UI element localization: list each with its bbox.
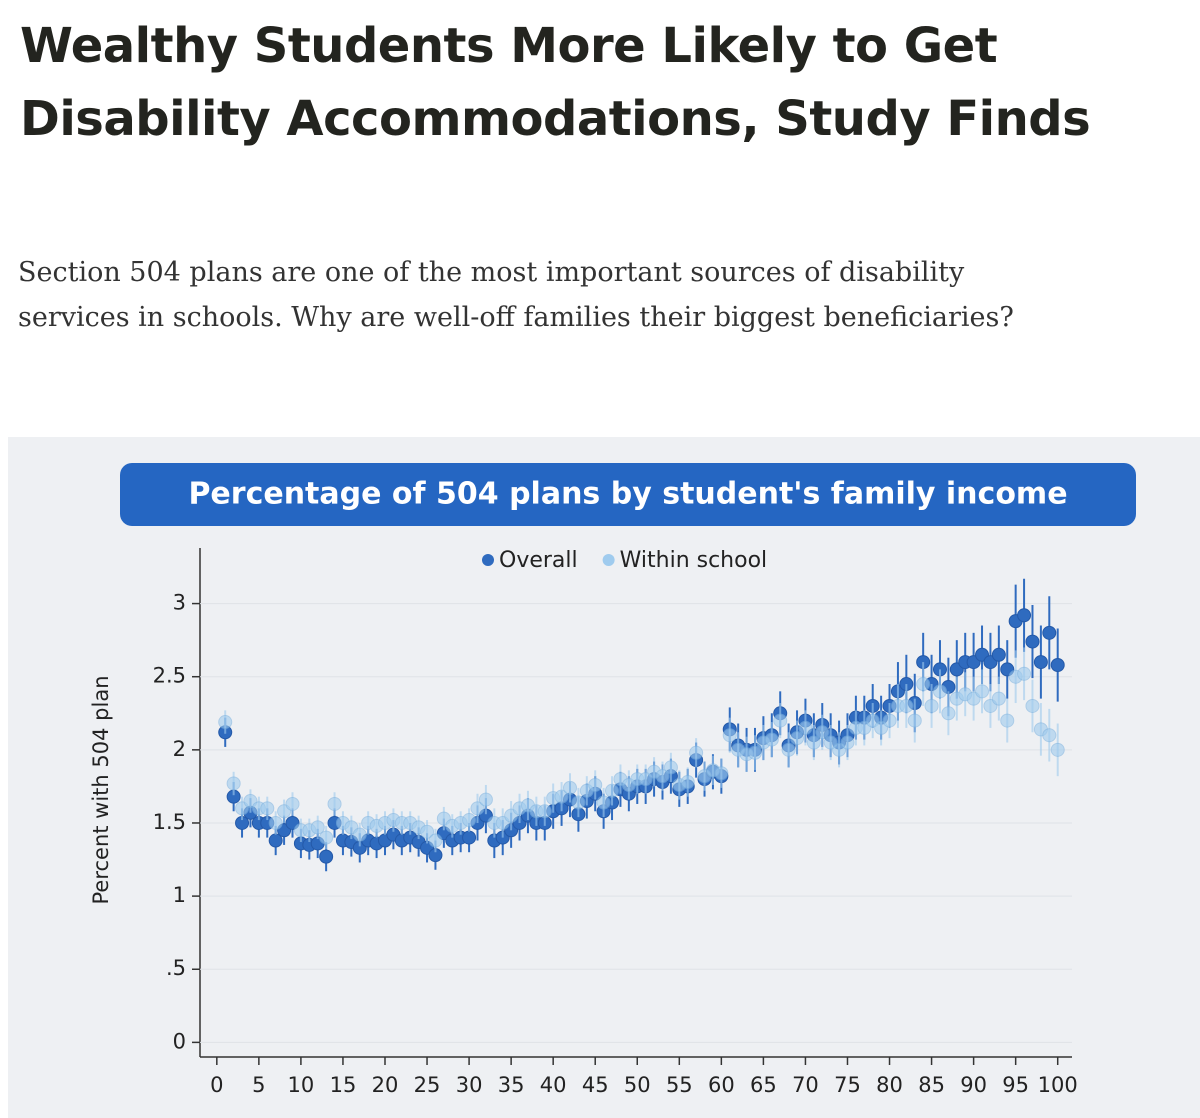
x-tick-label: 30: [456, 1073, 483, 1097]
point: [773, 713, 788, 728]
x-tick-label: 25: [414, 1073, 441, 1097]
x-tick-label: 10: [288, 1073, 315, 1097]
point: [462, 813, 477, 828]
chart-banner: [120, 463, 1136, 526]
x-tick-label: 80: [876, 1073, 903, 1097]
chart-panel: [8, 437, 1200, 1118]
y-tick-label: 1: [173, 883, 186, 907]
x-tick-label: 75: [834, 1073, 861, 1097]
y-tick-label: 2.5: [153, 664, 186, 688]
point: [916, 677, 931, 692]
point: [1025, 698, 1040, 713]
point: [798, 720, 813, 735]
point: [420, 824, 435, 839]
x-tick-label: 55: [666, 1073, 693, 1097]
x-tick-label: 0: [210, 1073, 223, 1097]
point: [268, 815, 283, 830]
point: [1033, 655, 1048, 670]
article-title: Wealthy Students More Likely to Get Disa…: [20, 18, 1091, 147]
point: [991, 691, 1006, 706]
point: [470, 801, 485, 816]
legend-label: Within school: [620, 548, 768, 573]
x-tick-label: 5: [252, 1073, 265, 1097]
y-tick-label: 0: [173, 1029, 186, 1053]
point: [790, 731, 805, 746]
point: [781, 742, 796, 757]
x-tick-label: 40: [540, 1073, 567, 1097]
point: [655, 769, 670, 784]
x-tick-label: 85: [918, 1073, 945, 1097]
chart: Percentage of 504 plans by student's fam…: [8, 437, 1200, 1118]
point: [1042, 728, 1057, 743]
point: [319, 830, 334, 845]
x-tick-label: 65: [750, 1073, 777, 1097]
x-tick-label: 20: [372, 1073, 399, 1097]
x-tick-label: 50: [624, 1073, 651, 1097]
x-tick-label: 95: [1002, 1073, 1029, 1097]
point: [596, 795, 611, 810]
y-tick-label: 3: [173, 591, 186, 615]
chart-title: Percentage of 504 plans by student's fam…: [188, 477, 1067, 512]
point: [1017, 608, 1032, 623]
point: [941, 706, 956, 721]
x-tick-label: 90: [960, 1073, 987, 1097]
point: [1050, 658, 1065, 673]
x-tick-label: 15: [330, 1073, 357, 1097]
point: [882, 713, 897, 728]
point: [428, 833, 443, 848]
legend-label: Overall: [499, 548, 578, 573]
x-tick-label: 35: [498, 1073, 525, 1097]
point: [1017, 666, 1032, 681]
point: [352, 827, 367, 842]
point: [991, 647, 1006, 662]
point: [537, 804, 552, 819]
point: [327, 796, 342, 811]
point: [260, 801, 275, 816]
point: [815, 725, 830, 740]
point: [285, 796, 300, 811]
point: [562, 780, 577, 795]
y-tick-label: .5: [166, 956, 186, 980]
point: [924, 698, 939, 713]
point: [571, 795, 586, 810]
point: [899, 698, 914, 713]
y-tick-label: 1.5: [153, 810, 186, 834]
point: [932, 684, 947, 699]
point: [310, 820, 325, 835]
point: [689, 745, 704, 760]
point: [747, 745, 762, 760]
legend-marker: [482, 554, 494, 566]
x-tick-label: 60: [708, 1073, 735, 1097]
point: [806, 735, 821, 750]
point: [605, 783, 620, 798]
point: [840, 735, 855, 750]
point: [462, 830, 477, 845]
article-subtitle: Section 504 plans are one of the most im…: [18, 257, 1014, 333]
point: [1025, 634, 1040, 649]
y-axis-label: Percent with 504 plan: [89, 675, 113, 904]
point: [226, 776, 241, 791]
point: [1000, 713, 1015, 728]
point: [1050, 742, 1065, 757]
point: [714, 766, 729, 781]
point: [218, 715, 233, 730]
point: [975, 684, 990, 699]
point: [319, 849, 334, 864]
x-tick-label: 45: [582, 1073, 609, 1097]
x-tick-label: 70: [792, 1073, 819, 1097]
point: [907, 713, 922, 728]
point: [764, 732, 779, 747]
point: [588, 777, 603, 792]
point: [722, 728, 737, 743]
y-tick-label: 2: [173, 737, 186, 761]
x-tick-label: 100: [1038, 1073, 1078, 1097]
point: [1042, 625, 1057, 640]
point: [680, 775, 695, 790]
point: [554, 789, 569, 804]
point: [663, 760, 678, 775]
point: [478, 792, 493, 807]
legend-marker: [602, 554, 615, 566]
